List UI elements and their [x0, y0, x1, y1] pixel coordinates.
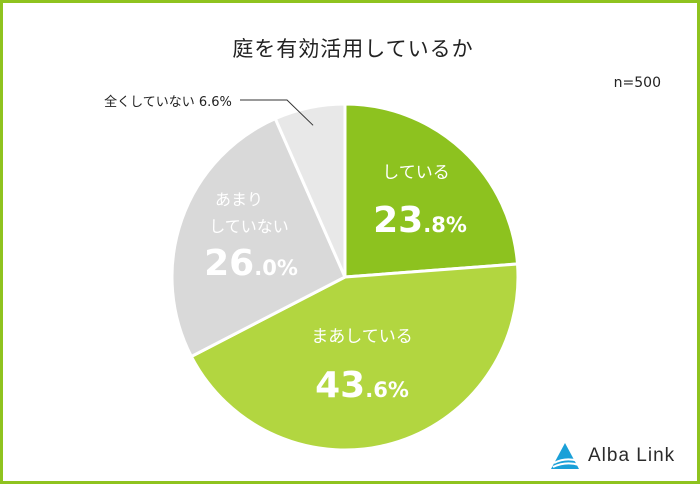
slice-4-leader-line — [240, 99, 314, 126]
slice-label-4: 全くしていない 6.6% — [104, 94, 232, 110]
slice-label-3-line-2: していない — [209, 217, 289, 236]
pie-slice-3 — [170, 116, 347, 359]
slice-value-3: 26.0% — [204, 243, 298, 284]
pie-slice-4 — [273, 102, 347, 278]
brand-logo: Alba Link — [550, 438, 675, 474]
slice-label-3-line-1: あまり — [215, 190, 263, 209]
slice-value-2: 43.6% — [315, 365, 409, 406]
pie-slice-1 — [343, 102, 520, 279]
pie-slice-2 — [189, 262, 520, 452]
alba-link-logo-icon — [551, 443, 580, 469]
sample-size: n=500 — [613, 75, 661, 91]
chart-title: 庭を有効活用しているか — [232, 37, 474, 61]
slice-label-2: まあしている — [311, 327, 413, 347]
slice-value-1: 23.8% — [373, 200, 467, 241]
slice-label-1: している — [382, 163, 450, 183]
brand-name: Alba Link — [588, 445, 676, 466]
